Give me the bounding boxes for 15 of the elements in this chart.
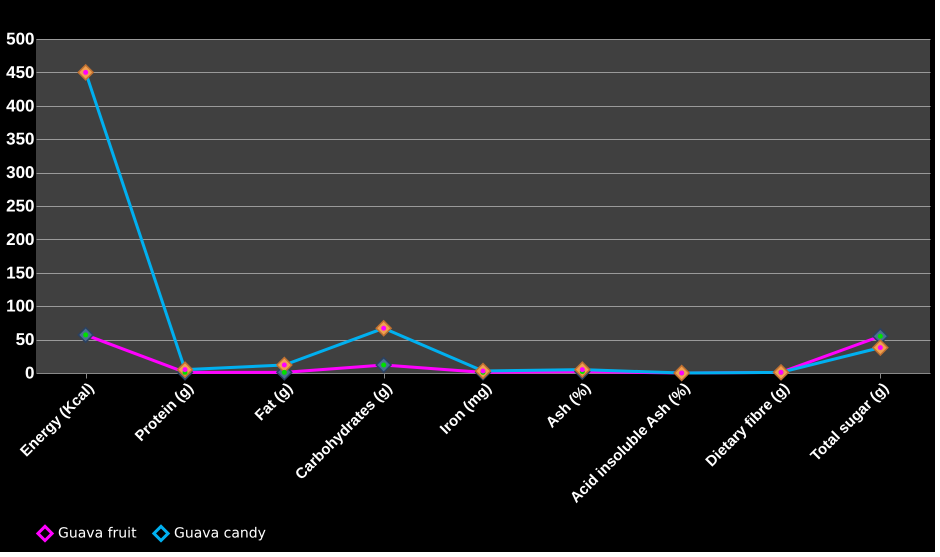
y-tick-label: 350 (6, 130, 34, 149)
y-tick-label: 300 (6, 163, 34, 182)
y-tick-label: 200 (6, 230, 34, 249)
legend-label: Guava fruit (58, 525, 138, 542)
y-tick-label: 100 (6, 296, 34, 316)
y-tick-label: 400 (6, 96, 34, 116)
y-tick-label: 150 (6, 263, 34, 282)
legend-label: Guava candy (174, 525, 266, 542)
y-tick-label: 450 (6, 62, 34, 82)
x-tick-label: Ash (%) (542, 380, 594, 432)
y-tick-label: 250 (6, 196, 34, 216)
y-tick-label: 0 (25, 364, 34, 382)
y-tick-label: 50 (16, 330, 34, 350)
x-tick-label: Fat (g) (252, 380, 296, 424)
y-tick-label: 500 (6, 30, 34, 48)
